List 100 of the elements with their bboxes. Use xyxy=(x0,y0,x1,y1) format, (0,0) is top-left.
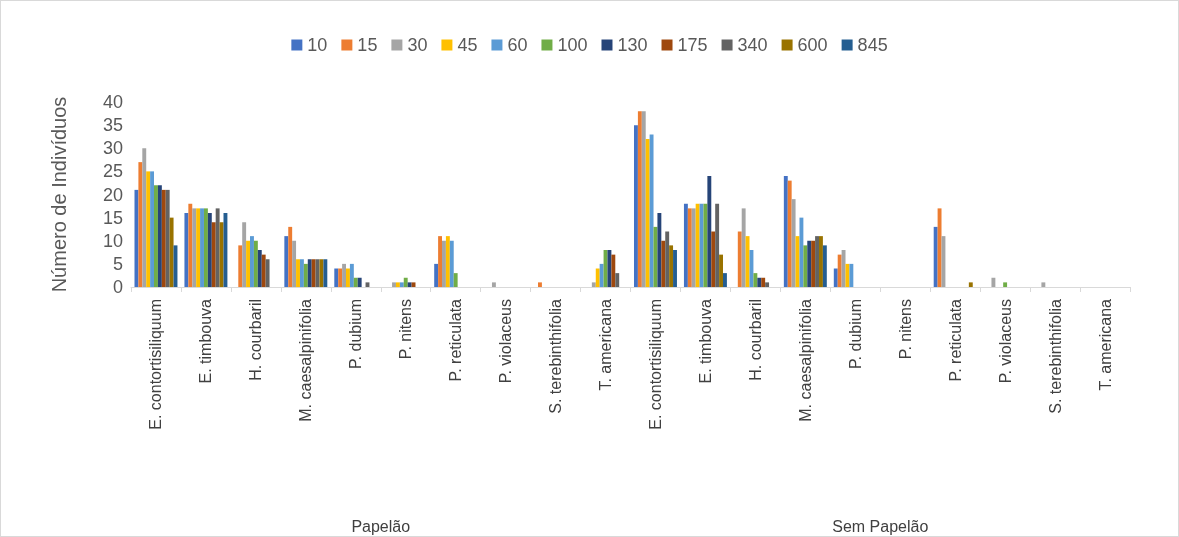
bar xyxy=(203,208,208,287)
bar xyxy=(134,189,139,287)
legend-label: 30 xyxy=(407,35,428,55)
bar xyxy=(849,263,854,287)
bar xyxy=(146,171,151,287)
bar xyxy=(615,273,620,287)
bar xyxy=(599,263,604,287)
bar xyxy=(157,185,162,287)
bar xyxy=(184,213,189,287)
bar xyxy=(799,217,804,287)
bar xyxy=(968,282,973,287)
x-tick-label: T. americana xyxy=(1096,298,1114,391)
bar xyxy=(991,277,996,287)
x-tick-label: M. caesalpinifolia xyxy=(796,298,814,422)
bar xyxy=(299,259,304,287)
bar xyxy=(307,259,312,287)
bar xyxy=(787,180,792,287)
text: Papelão xyxy=(351,517,411,535)
bar xyxy=(342,263,347,287)
x-tick-label: E. contortisiliquum xyxy=(147,299,165,430)
bar xyxy=(837,254,842,287)
bar xyxy=(595,268,600,287)
bar xyxy=(253,240,258,287)
bar xyxy=(691,208,696,287)
bar xyxy=(292,240,297,287)
bar xyxy=(753,273,758,287)
bar xyxy=(250,236,254,287)
bar xyxy=(211,222,216,287)
bar xyxy=(238,245,243,287)
x-tick-label: H. courbaril xyxy=(247,299,265,381)
bar xyxy=(745,236,750,287)
legend-label: 15 xyxy=(357,35,378,55)
bar xyxy=(434,263,439,287)
y-tick-label: 20 xyxy=(102,184,123,205)
y-tick-label: 30 xyxy=(102,138,123,159)
x-tick-label: E. timbouva xyxy=(696,298,714,384)
bar xyxy=(453,273,458,287)
bar xyxy=(200,208,204,287)
bar xyxy=(303,263,308,287)
text: Sem Papelão xyxy=(832,517,929,535)
bar xyxy=(757,277,762,287)
bar xyxy=(711,231,716,287)
bar xyxy=(188,203,193,287)
bar xyxy=(257,250,262,287)
legend-label: 175 xyxy=(677,35,708,55)
bar xyxy=(395,282,400,287)
bar xyxy=(933,226,938,287)
bar xyxy=(765,282,770,287)
x-tick-label: P. dubium xyxy=(846,299,864,369)
y-tick-label: 10 xyxy=(102,230,123,251)
bar xyxy=(687,208,692,287)
x-tick-label: E. contortisiliquum xyxy=(646,299,664,430)
bar xyxy=(215,208,220,287)
bar xyxy=(261,254,266,287)
bar xyxy=(357,277,362,287)
bar xyxy=(1041,282,1046,287)
bar xyxy=(323,259,328,287)
bar xyxy=(165,189,170,287)
bar xyxy=(591,282,596,287)
bar xyxy=(338,268,343,287)
x-tick-label: P. violaceus xyxy=(497,299,515,384)
legend-label: 600 xyxy=(797,35,828,55)
bar xyxy=(803,245,808,287)
x-tick-label: T. americana xyxy=(597,298,615,391)
bar xyxy=(818,236,823,287)
y-axis-title: Número de Indivíduos xyxy=(48,96,70,293)
bar xyxy=(284,236,289,287)
y-tick-label: 35 xyxy=(102,115,123,136)
y-tick-label: 25 xyxy=(102,161,123,182)
bar xyxy=(449,240,454,287)
x-tick-label: M. caesalpinifolia xyxy=(297,298,315,422)
bar xyxy=(841,250,846,287)
y-tick-label: 5 xyxy=(112,253,123,274)
bar xyxy=(319,259,324,287)
bar xyxy=(334,268,339,287)
y-tick-label: 40 xyxy=(102,92,123,112)
bar xyxy=(611,254,616,287)
bar xyxy=(154,185,158,287)
bar xyxy=(403,277,408,287)
bar xyxy=(719,254,723,287)
bar xyxy=(1003,282,1008,287)
bar xyxy=(442,240,446,287)
bar xyxy=(392,282,396,287)
bar xyxy=(807,240,812,287)
bar xyxy=(649,134,654,287)
bar xyxy=(673,250,677,287)
bar xyxy=(346,268,350,287)
bar xyxy=(445,236,450,287)
legend-label: 130 xyxy=(617,35,648,55)
bar xyxy=(288,226,293,287)
bar xyxy=(353,277,358,287)
bar xyxy=(538,282,542,287)
bar xyxy=(242,222,247,287)
bar xyxy=(161,189,166,287)
bar xyxy=(169,217,174,287)
bar xyxy=(822,245,827,287)
x-tick-label: P. reticulata xyxy=(946,298,964,382)
bar xyxy=(634,125,638,287)
bar xyxy=(833,268,838,287)
legend-label: 845 xyxy=(857,35,888,55)
